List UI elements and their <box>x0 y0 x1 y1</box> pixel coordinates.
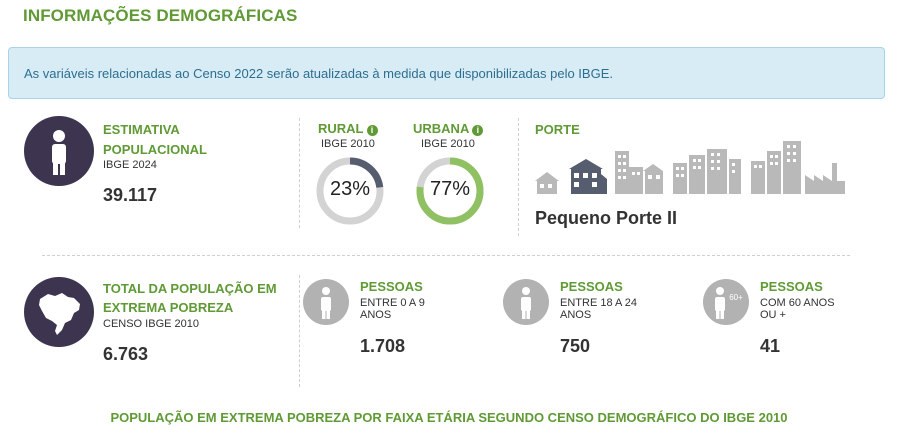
info-icon[interactable]: i <box>366 125 378 136</box>
rural-donut <box>316 157 384 225</box>
age-group-sub-line1: ENTRE 0 A 9 <box>360 297 425 309</box>
age-group-label: PESSOAS <box>760 279 823 294</box>
population-source: IBGE 2024 <box>103 159 157 171</box>
urbana-donut-arc <box>416 157 484 225</box>
poverty-value: 6.763 <box>103 344 149 364</box>
city-size-buildings-icon <box>673 149 741 194</box>
age-group-value: 41 <box>760 336 781 356</box>
person-icon <box>503 279 549 325</box>
divider <box>299 118 300 228</box>
section-divider <box>42 255 850 256</box>
population-label-line2: POPULACIONAL <box>103 142 207 157</box>
poverty-label-line1: TOTAL DA POPULAÇÃO EM <box>103 281 277 296</box>
age-group-sub-line2: OU + <box>760 309 786 321</box>
divider <box>518 118 519 236</box>
city-size-metropolis-icon <box>751 141 845 194</box>
age-group-label: PESSOAS <box>360 279 423 294</box>
alert-text: As variáveis relacionadas ao Censo 2022 … <box>24 66 613 81</box>
person-icon <box>303 279 349 325</box>
urbana-source: IBGE 2010 <box>421 138 475 150</box>
section-title: POPULAÇÃO EM EXTREMA POBREZA POR FAIXA E… <box>110 410 788 425</box>
info-icon[interactable]: i <box>472 125 484 136</box>
urbana-percent: 77% <box>429 178 471 200</box>
rural-source: IBGE 2010 <box>321 138 375 150</box>
age-group-sub-line2: ANOS <box>360 309 392 321</box>
brazil-map-icon <box>24 277 94 347</box>
rural-label-text: RURAL <box>318 121 364 136</box>
urbana-donut <box>416 157 484 225</box>
porte-label: PORTE <box>535 122 580 137</box>
population-label-line1: ESTIMATIVA <box>103 122 180 137</box>
urbana-label-text: URBANA <box>413 121 470 136</box>
age-group-label: PESSOAS <box>560 279 623 294</box>
porte-value: Pequeno Porte II <box>535 208 678 228</box>
city-size-small-buildings-icon <box>615 151 663 194</box>
age-badge: 60+ <box>729 293 743 302</box>
city-size-icons <box>535 141 845 194</box>
rural-donut-arc <box>316 157 384 225</box>
age-group-sub-line1: COM 60 ANOS <box>760 297 835 309</box>
rural-label[interactable]: RURAL i <box>318 121 378 136</box>
urbana-label[interactable]: URBANA i <box>413 121 484 136</box>
elderly-person-icon: 60+ <box>703 279 749 325</box>
age-group-sub-line1: ENTRE 18 A 24 <box>560 297 638 309</box>
city-size-small-houses-icon <box>535 172 559 194</box>
population-value: 39.117 <box>103 185 158 205</box>
age-group-value: 1.708 <box>360 336 406 356</box>
page-title: INFORMAÇÕES DEMOGRÁFICAS <box>23 6 298 25</box>
rural-percent: 23% <box>329 178 371 200</box>
info-alert: As variáveis relacionadas ao Censo 2022 … <box>8 47 885 99</box>
poverty-label-line2: EXTREMA POBREZA <box>103 300 234 315</box>
person-icon <box>24 116 94 186</box>
city-size-houses-icon <box>569 159 607 194</box>
poverty-source: CENSO IBGE 2010 <box>103 318 199 330</box>
divider <box>299 275 300 387</box>
age-group-sub-line2: ANOS <box>560 309 592 321</box>
age-group-value: 750 <box>560 336 591 356</box>
